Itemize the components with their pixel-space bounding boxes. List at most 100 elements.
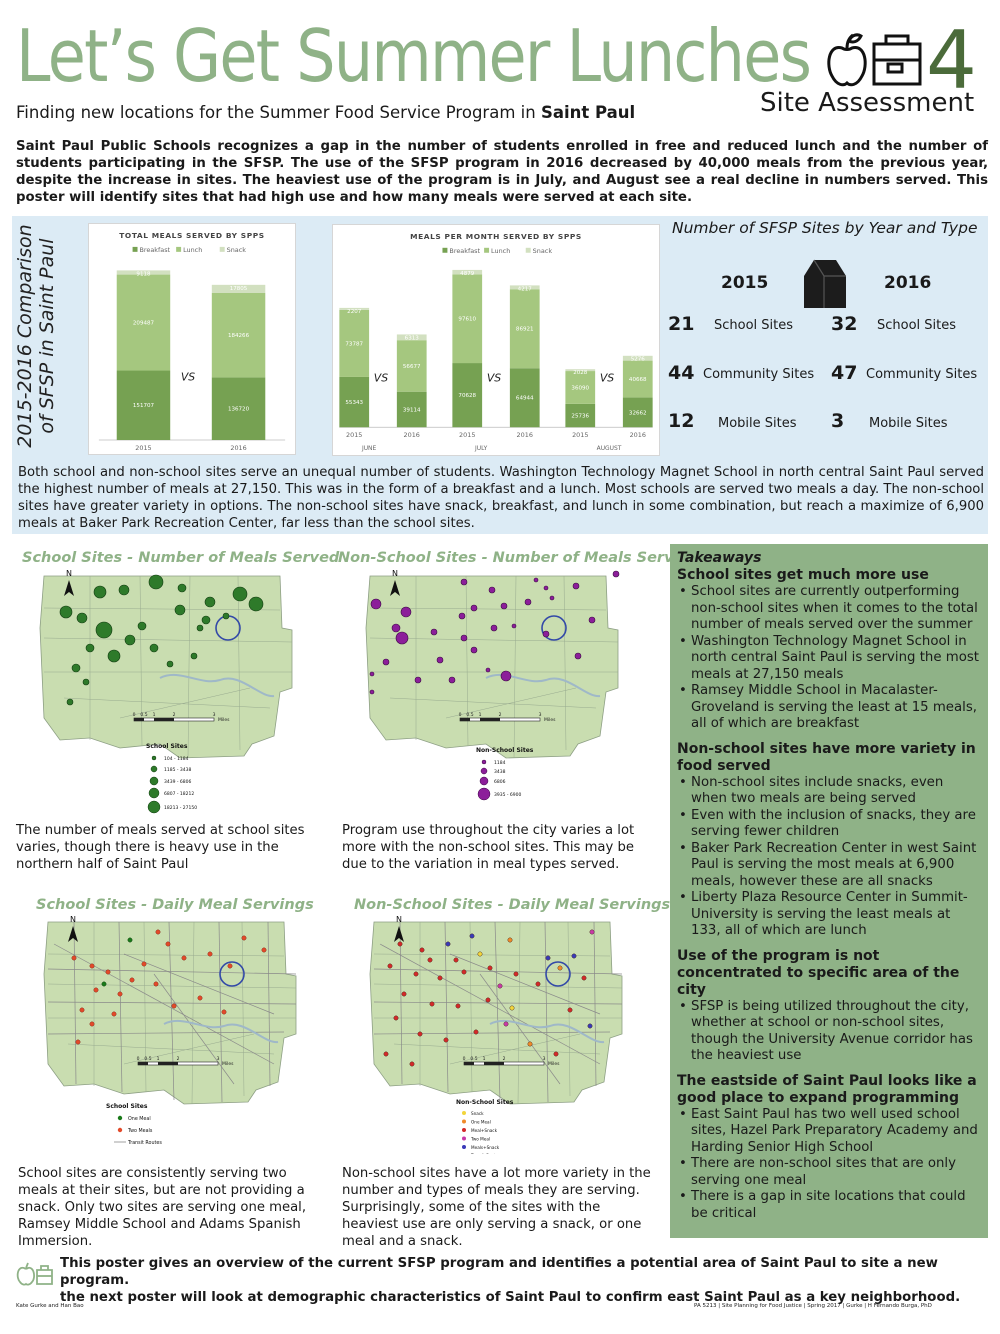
nonschool-daily-marker	[513, 971, 519, 977]
neighborhood-line	[449, 1033, 581, 1065]
school-site-marker	[232, 586, 248, 602]
nonschool-site-marker	[470, 604, 478, 612]
map-legend-title: Non-School Sites	[456, 1099, 514, 1106]
neighborhood-line	[47, 983, 297, 989]
x-group-label: JUNE	[361, 445, 377, 452]
neighborhood-line	[67, 1043, 275, 1055]
nonschool-site-marker	[524, 598, 532, 606]
legend-marker	[462, 1119, 466, 1124]
neighborhood-line	[389, 697, 597, 709]
scale-unit: Miles	[222, 1061, 234, 1067]
nonschool-site-marker	[400, 606, 412, 618]
bar-segment	[622, 360, 653, 398]
bar-segment	[211, 292, 266, 378]
caption-school-meals: The number of meals served at school sit…	[16, 823, 305, 872]
bar-segment	[339, 307, 370, 310]
nonschool-site-marker	[382, 658, 390, 666]
legend-marker	[462, 1145, 466, 1149]
data-label: 9118	[136, 271, 151, 277]
scale-bar-segment	[460, 718, 470, 721]
transit-route	[218, 921, 223, 1103]
chart-title: TOTAL MEALS SERVED BY SPPS	[119, 231, 264, 240]
school-site-marker	[248, 596, 264, 612]
comparison-paragraph: Both school and non-school sites serve a…	[18, 465, 984, 531]
map-title-school-meals: School Sites - Number of Meals Served	[22, 550, 340, 566]
stat-community-2015: 44	[668, 362, 695, 384]
nonschool-site-marker	[369, 689, 375, 695]
legend-swatch	[484, 247, 490, 253]
data-label: 64944	[516, 396, 534, 402]
nonschool-site-marker	[500, 670, 512, 682]
legend-swatch	[132, 246, 138, 252]
lunchbag-icon	[796, 254, 854, 312]
data-label: 4879	[460, 271, 475, 277]
school-site-marker	[107, 649, 121, 663]
nonschool-site-marker	[490, 624, 498, 632]
bar-segment	[339, 309, 370, 377]
legend-label: Lunch	[491, 247, 510, 255]
transit-route	[53, 943, 275, 1065]
focus-area-circle	[541, 615, 567, 641]
lunchbox-icon	[872, 34, 922, 86]
legend-label: 18213 - 27150	[164, 805, 197, 811]
nonschool-site-marker	[574, 652, 582, 660]
nonschool-daily-marker	[509, 1005, 515, 1011]
legend-label: Transit Routes	[127, 1140, 162, 1146]
scale-tick: 0	[137, 1056, 140, 1062]
stat-mobile-2015-label: Mobile Sites	[718, 416, 797, 431]
poster-title: Let’s Get Summer Lunches	[16, 14, 812, 98]
x-tick-label: 2016	[404, 431, 420, 439]
legend-label: 1185 - 3438	[164, 767, 192, 773]
footer-logo-icon	[16, 1258, 54, 1286]
transit-route	[47, 968, 297, 975]
scale-bar-segment	[480, 718, 500, 721]
data-label: 25736	[571, 414, 589, 420]
nonschool-site-marker	[369, 671, 375, 677]
legend-label: Snack	[227, 246, 247, 254]
vs-label: VS	[181, 371, 195, 384]
scale-tick: 0	[463, 1056, 466, 1062]
school-site-marker	[149, 643, 159, 653]
map-school-meals: N 0 0.5 1 2 3 Miles School Sites 104 - 1184 1185 …	[30, 568, 312, 816]
two-meals-marker	[207, 951, 213, 957]
legend-swatch	[442, 247, 448, 253]
nonschool-daily-marker	[589, 929, 595, 935]
legend-label: 3439 - 6806	[164, 779, 192, 785]
neighborhood-line	[517, 921, 521, 1105]
scale-tick: 0.5	[466, 712, 473, 718]
scale-tick: 3	[217, 1056, 220, 1062]
takeaway-item: SFSP is being utilized throughout the ci…	[679, 999, 982, 1065]
nonschool-daily-marker	[485, 997, 491, 1003]
transit-route	[123, 953, 275, 1015]
takeaway-item: Baker Park Recreation Center in west Sai…	[679, 841, 982, 891]
x-tick-label: 2016	[517, 431, 533, 439]
nonschool-daily-marker	[545, 955, 551, 961]
north-arrow-icon	[394, 926, 404, 942]
bar-segment	[509, 285, 540, 290]
nonschool-site-marker	[488, 586, 496, 594]
nonschool-site-marker	[460, 634, 468, 642]
legend-label: One Meal	[471, 1120, 491, 1125]
scale-tick: 3	[539, 712, 542, 718]
school-site-marker	[82, 678, 90, 686]
bar-segment	[116, 270, 171, 275]
nonschool-daily-marker	[427, 957, 433, 963]
scale-bar-segment	[154, 718, 174, 721]
stat-school-2015-label: School Sites	[714, 318, 794, 333]
data-label: 4217	[518, 286, 533, 292]
nonschool-site-marker	[572, 582, 580, 590]
nonschool-site-marker	[612, 570, 620, 578]
poster-number: 4	[926, 14, 974, 92]
two-meals-marker	[241, 935, 247, 941]
nonschool-daily-marker	[535, 981, 541, 987]
data-label: 6313	[405, 335, 420, 341]
legend-marker	[480, 767, 488, 775]
neighborhood-line	[119, 687, 251, 719]
map-legend-title: School Sites	[106, 1103, 148, 1110]
nonschool-daily-marker	[587, 1023, 593, 1029]
transit-route	[73, 921, 77, 1085]
legend-marker	[477, 787, 491, 801]
bar-segment	[452, 274, 483, 364]
scale-unit: Miles	[548, 1061, 560, 1067]
data-label: 2207	[347, 309, 362, 315]
